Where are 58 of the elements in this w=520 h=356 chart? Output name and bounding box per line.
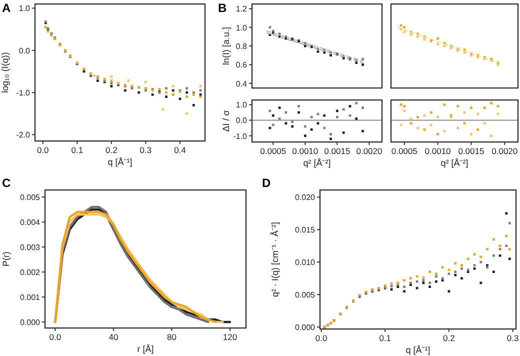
y-tick-label: 0.002 [20,268,41,277]
y-tick-label: 0.005 [294,290,316,300]
y-axis-title: log₁₀ (I(q)) [0,52,10,93]
y-tick-label: 0.005 [20,193,41,202]
x-tick-label: 0.4 [174,145,186,155]
y-tick-label: 0.001 [20,293,41,302]
y-tick-label: 0.020 [294,193,316,202]
y-tick-label: 0.004 [20,218,41,227]
y-tick-label: 0.010 [294,258,316,268]
x-axis-title: q [Å⁻¹] [108,157,132,167]
x-tick-label: 0.0005 [260,146,286,156]
y-tick-label: 0.000 [20,318,41,327]
y-tick-label: 0.4 [236,79,248,88]
chart-title: B [218,1,227,15]
x-tick-label: 0.2 [106,145,118,155]
y-tick-label: 0.003 [20,243,41,252]
y-tick-label: -1.0 [233,132,248,141]
x-axis-title: q [Å⁻¹] [406,345,430,355]
x-tick-label: 0.1 [379,333,392,343]
x-tick-label: 0.0005 [391,146,418,156]
y-tick-label: 1.0 [236,23,248,32]
chart-title: C [2,176,11,190]
x-tick-label: 0.0020 [356,146,382,156]
y-tick-label: 0.000 [294,323,316,332]
x-tick-label: 0.0015 [324,146,350,156]
x-tick-label: 0.0 [315,333,328,343]
y-tick-label: 1.0 [236,100,248,110]
x-tick-label: 0.0015 [458,146,484,156]
y-tick-label: 1.2 [236,4,248,14]
x-tick-label: 0.0 [36,145,50,155]
y-tick-label: 0.6 [236,60,248,70]
x-tick-label: 0.0010 [292,146,318,156]
y-axis-title: q² · I(q) [cm⁻¹ · Å⁻²] [270,222,280,297]
y-axis-title: P(r) [1,252,11,266]
chart-title: A [2,1,11,15]
chart-title: D [262,176,271,190]
x-tick-label: 40 [108,332,118,342]
x-tick-label: 0.0010 [424,146,452,156]
x-tick-label: 0.3 [506,333,519,343]
x-tick-label: 0.2 [443,333,456,343]
x-tick-label: 120 [222,332,238,342]
x-tick-label: 0.1 [71,145,84,155]
y-axis-title: ΔI / σ [221,110,231,132]
x-axis-title: r [Å] [137,344,154,354]
y-tick-label: 1.0 [18,4,31,14]
x-axis-title: q² [Å⁻²] [303,158,331,168]
x-tick-label: 0.3 [140,145,152,155]
x-tick-label: 80 [166,332,177,342]
x-axis-title: q² [Å⁻²] [440,158,468,168]
x-tick-label: 0.0020 [492,146,518,156]
y-tick-label: 0.0 [236,116,248,126]
y-tick-label: 0.0 [18,46,31,56]
y-tick-label: 0.8 [236,42,248,51]
y-axis-title: ln(I) [a.u.] [221,26,231,66]
y-tick-label: 0.015 [294,226,316,235]
y-tick-label: -1.0 [16,88,31,98]
x-tick-label: 0.0 [49,332,62,342]
y-tick-label: -2.0 [16,130,31,140]
